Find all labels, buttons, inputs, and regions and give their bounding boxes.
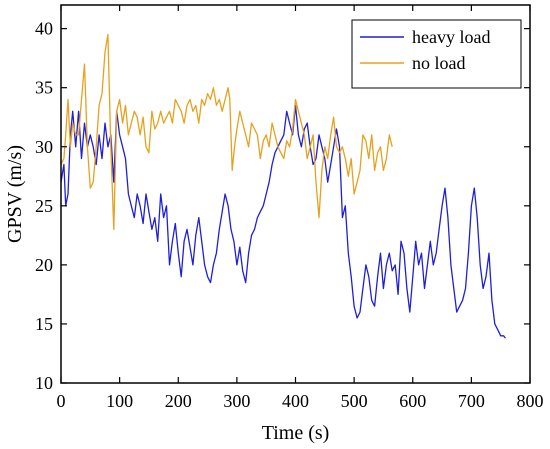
x-tick-label: 200 (165, 391, 192, 411)
x-tick-label: 0 (57, 391, 66, 411)
y-tick-label: 10 (35, 373, 53, 393)
x-tick-label: 800 (517, 391, 544, 411)
x-tick-label: 400 (282, 391, 309, 411)
y-tick-label: 30 (35, 137, 53, 157)
x-tick-label: 300 (223, 391, 250, 411)
legend-label-heavy-load: heavy load (412, 27, 490, 47)
legend-box (351, 19, 522, 89)
x-tick-label: 700 (458, 391, 485, 411)
series-line-heavy-load (60, 104, 506, 339)
axis-ticks: 0 100 200 300 400 500 600 700 800 10 15 20 25 30 35 40 (35, 5, 544, 411)
y-tick-label: 15 (35, 314, 53, 334)
x-tick-label: 500 (341, 391, 368, 411)
y-tick-label: 25 (35, 196, 53, 216)
series-line-no-load (60, 33, 393, 231)
y-tick-label: 35 (35, 78, 53, 98)
legend-label-no-load: no load (412, 53, 466, 73)
x-tick-label: 600 (399, 391, 426, 411)
legend: heavy load no load (351, 19, 522, 89)
x-tick-label: 100 (106, 391, 133, 411)
y-tick-label: 20 (35, 255, 53, 275)
plot-lines (60, 33, 506, 339)
x-axis-title: Time (s) (262, 422, 330, 444)
y-tick-label: 40 (35, 19, 53, 39)
y-axis-title: GPSV (m/s) (4, 145, 26, 243)
